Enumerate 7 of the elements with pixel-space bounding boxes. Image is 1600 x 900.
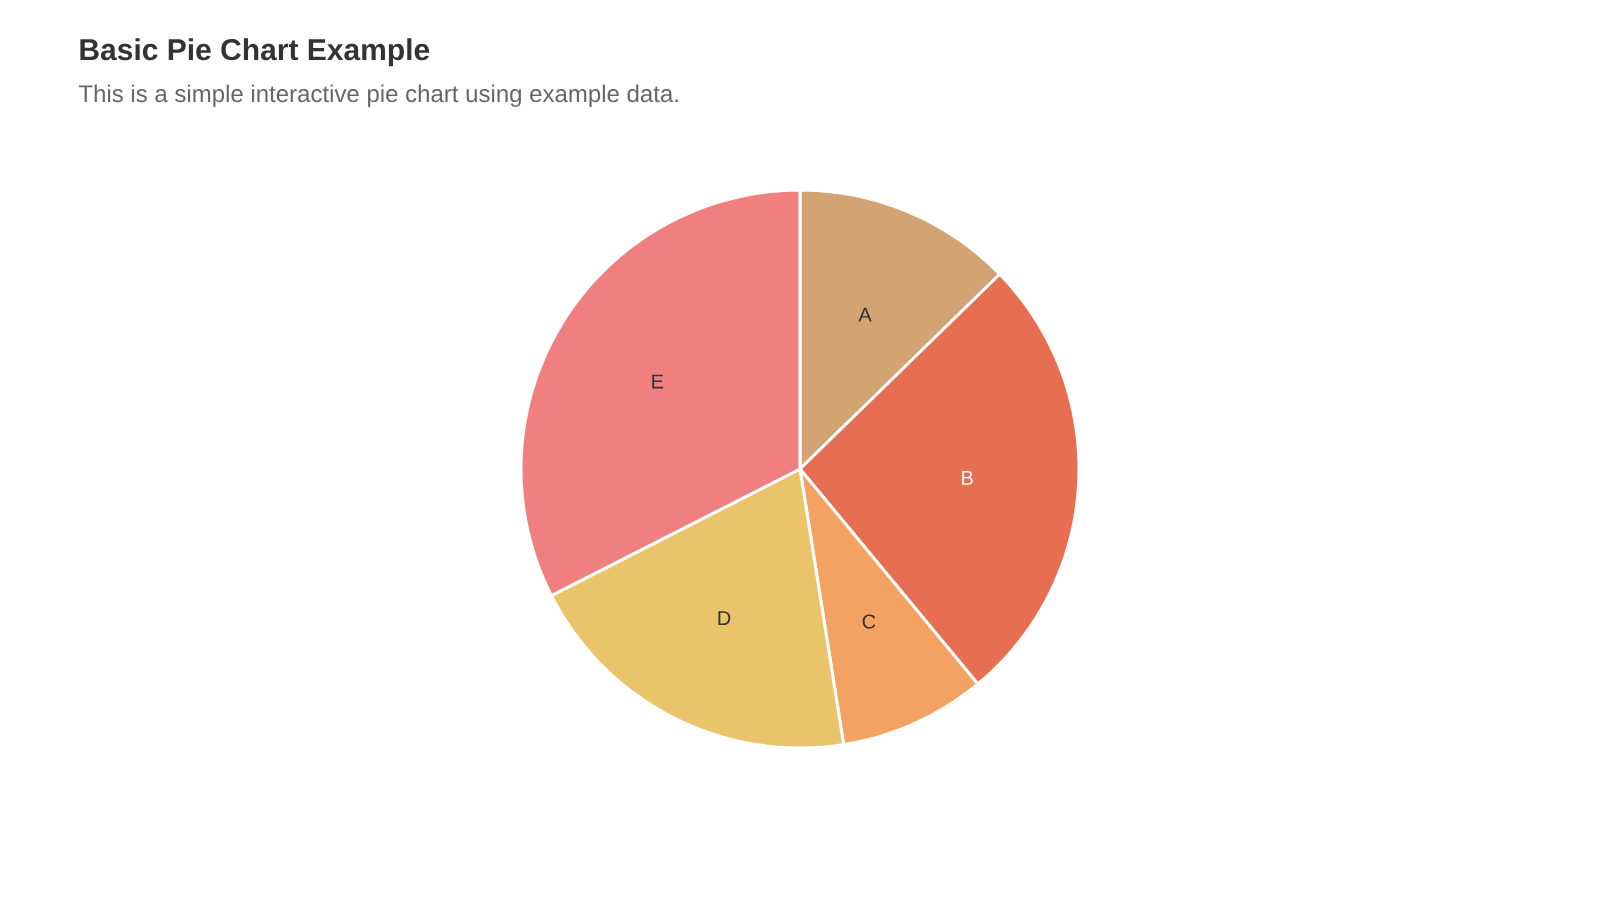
slice-label: E [652,374,664,389]
chart-subtitle: This is a simple interactive pie chart using example data. [78,84,678,107]
slice-label: D [718,611,731,626]
slice-label: C [862,614,876,629]
slice-label: A [858,307,872,322]
slice-label: B [962,471,973,485]
text: Basic Pie Chart Example [80,38,430,67]
